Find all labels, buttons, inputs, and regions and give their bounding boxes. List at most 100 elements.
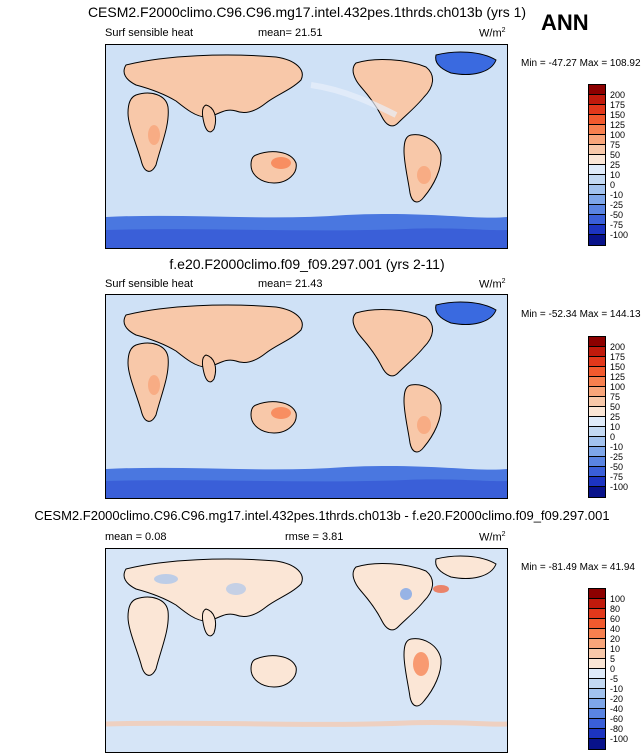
panel2-title: f.e20.F2000climo.f09_f09.297.001 (yrs 2-…	[169, 256, 445, 272]
colorbar-label: 0	[610, 664, 616, 674]
colorbar-box	[589, 427, 605, 437]
colorbar-label: 150	[610, 110, 626, 120]
colorbar-box	[589, 235, 605, 245]
colorbar-box	[589, 205, 605, 215]
colorbar-box	[589, 417, 605, 427]
colorbar-label: 40	[610, 624, 621, 634]
colorbar-box	[589, 689, 605, 699]
panel3-units: W/m2	[479, 531, 506, 544]
colorbar-box	[589, 669, 605, 679]
colorbar-box	[589, 639, 605, 649]
panel3-colorbar	[588, 588, 606, 750]
colorbar-box	[589, 357, 605, 367]
colorbar-box	[589, 467, 605, 477]
panel2-map-svg	[106, 301, 507, 498]
colorbar-box	[589, 739, 605, 749]
colorbar-label: 20	[610, 634, 621, 644]
panel1-minmax: Min = -47.27 Max = 108.92	[521, 58, 641, 69]
panel2-mean: mean= 21.43	[258, 278, 323, 290]
colorbar-label: 100	[610, 130, 626, 140]
colorbar-label: -50	[610, 210, 624, 220]
colorbar-label: -100	[610, 734, 629, 744]
colorbar-box	[589, 487, 605, 497]
colorbar-box	[589, 105, 605, 115]
colorbar-box	[589, 85, 605, 95]
panel2-units: W/m2	[479, 278, 506, 291]
colorbar-label: -40	[610, 704, 624, 714]
colorbar-label: 200	[610, 342, 626, 352]
colorbar-box	[589, 619, 605, 629]
colorbar-label: 25	[610, 412, 621, 422]
colorbar-label: -100	[610, 230, 629, 240]
panel3-title: CESM2.F2000climo.C96.C96.mg17.intel.432p…	[34, 508, 610, 523]
colorbar-box	[589, 135, 605, 145]
colorbar-box	[589, 397, 605, 407]
colorbar-label: 125	[610, 120, 626, 130]
colorbar-label: 150	[610, 362, 626, 372]
colorbar-box	[589, 115, 605, 125]
panel1-title: CESM2.F2000climo.C96.C96.mg17.intel.432p…	[87, 4, 527, 20]
colorbar-box	[589, 709, 605, 719]
colorbar-box	[589, 155, 605, 165]
panel1-mean: mean= 21.51	[258, 27, 323, 39]
panel2-map	[105, 294, 508, 499]
colorbar-label: -5	[610, 674, 619, 684]
colorbar-label: 125	[610, 372, 626, 382]
colorbar-box	[589, 185, 605, 195]
colorbar-label: 100	[610, 382, 626, 392]
colorbar-box	[589, 609, 605, 619]
colorbar-label: 60	[610, 614, 621, 624]
colorbar-box	[589, 175, 605, 185]
panel3-mean: mean = 0.08	[105, 531, 167, 543]
colorbar-label: 0	[610, 180, 616, 190]
panel1-units: W/m2	[479, 27, 506, 40]
colorbar-box	[589, 195, 605, 205]
colorbar-box	[589, 659, 605, 669]
panel2-colorbar	[588, 336, 606, 498]
colorbar-box	[589, 225, 605, 235]
colorbar-label: 100	[610, 594, 626, 604]
colorbar-label: 50	[610, 150, 621, 160]
colorbar-label: -20	[610, 694, 624, 704]
colorbar-label: 5	[610, 654, 616, 664]
colorbar-label: -10	[610, 684, 624, 694]
panel3-map	[105, 548, 508, 753]
colorbar-label: 175	[610, 352, 626, 362]
colorbar-box	[589, 145, 605, 155]
colorbar-label: -10	[610, 190, 624, 200]
colorbar-label: -75	[610, 472, 624, 482]
panel1-map-svg	[106, 51, 507, 248]
colorbar-box	[589, 679, 605, 689]
colorbar-box	[589, 95, 605, 105]
colorbar-box	[589, 377, 605, 387]
colorbar-box	[589, 347, 605, 357]
colorbar-box	[589, 337, 605, 347]
colorbar-box	[589, 599, 605, 609]
colorbar-box	[589, 719, 605, 729]
colorbar-box	[589, 447, 605, 457]
colorbar-label: -80	[610, 724, 624, 734]
colorbar-label: 50	[610, 402, 621, 412]
colorbar-label: 80	[610, 604, 621, 614]
colorbar-box	[589, 477, 605, 487]
colorbar-box	[589, 699, 605, 709]
panel1-variable: Surf sensible heat	[105, 27, 194, 39]
colorbar-box	[589, 437, 605, 447]
colorbar-label: -100	[610, 482, 629, 492]
panel3-map-svg	[106, 555, 507, 727]
panel3-rmse: rmse = 3.81	[285, 531, 344, 543]
colorbar-label: -75	[610, 220, 624, 230]
panel1-map	[105, 44, 508, 249]
colorbar-box	[589, 165, 605, 175]
colorbar-label: -10	[610, 442, 624, 452]
colorbar-box	[589, 649, 605, 659]
colorbar-label: -50	[610, 462, 624, 472]
colorbar-label: -25	[610, 200, 624, 210]
colorbar-label: 175	[610, 100, 626, 110]
colorbar-box	[589, 457, 605, 467]
colorbar-box	[589, 729, 605, 739]
colorbar-label: -25	[610, 452, 624, 462]
colorbar-label: 10	[610, 644, 621, 654]
colorbar-box	[589, 215, 605, 225]
colorbar-box	[589, 407, 605, 417]
